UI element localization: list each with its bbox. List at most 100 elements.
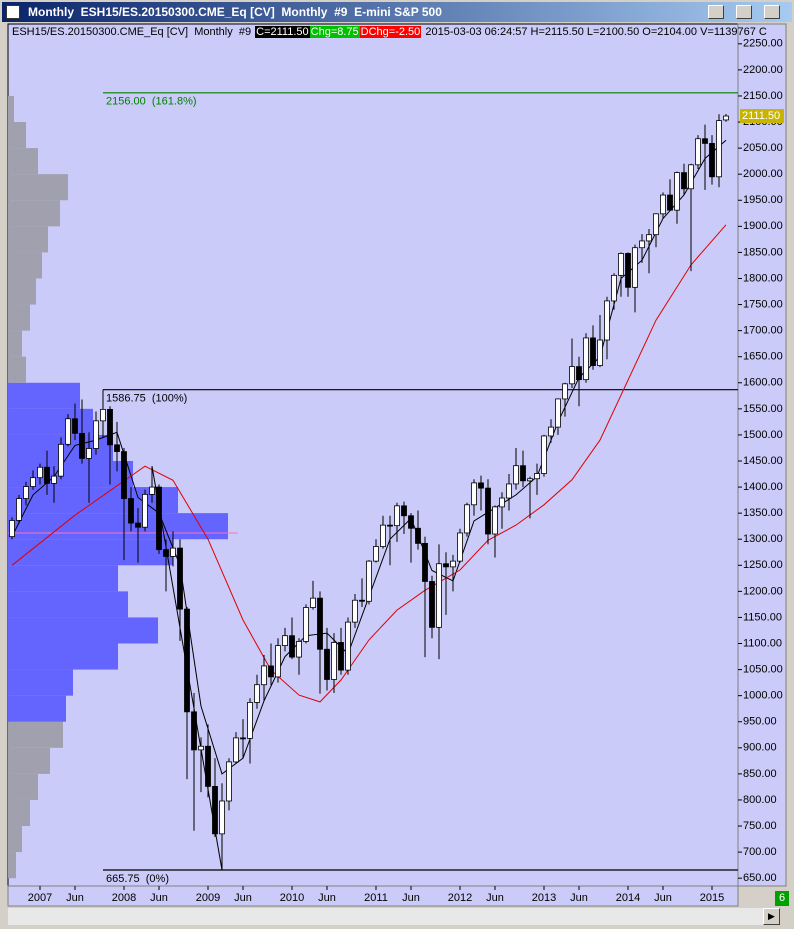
- daily-change-box: DChg=-2.50: [359, 26, 422, 38]
- candle-body: [338, 642, 344, 671]
- volume-profile-bar: [8, 617, 158, 644]
- candle-body: [716, 120, 722, 178]
- candle-body: [345, 621, 351, 671]
- candle-body: [506, 483, 512, 499]
- close-box: C=2111.50: [255, 26, 310, 38]
- candle-body: [674, 172, 680, 211]
- y-tick-label: 1250.00: [743, 559, 783, 571]
- x-tick-label: Jun: [654, 892, 672, 904]
- candle-body: [555, 398, 561, 428]
- candle-body: [429, 581, 435, 628]
- volume-profile-bar: [8, 852, 16, 879]
- y-tick-label: 1150.00: [743, 611, 782, 623]
- candle-body: [107, 408, 113, 446]
- candle-body: [128, 498, 134, 524]
- candle-body: [93, 420, 99, 449]
- candle-body: [184, 608, 190, 713]
- candle-body: [226, 761, 232, 802]
- y-tick-label: 1600.00: [743, 377, 783, 389]
- candle-body: [394, 505, 400, 527]
- candle-body: [177, 547, 183, 610]
- candle-body: [632, 247, 638, 288]
- volume-profile-bar: [8, 695, 66, 722]
- y-tick-label: 2000.00: [743, 168, 783, 180]
- plot-area: [7, 23, 739, 887]
- y-tick-label: 1900.00: [743, 220, 783, 232]
- volume-profile-bar: [8, 122, 26, 149]
- volume-profile-bar: [8, 721, 63, 748]
- candle-body: [457, 532, 463, 562]
- candle-body: [478, 482, 484, 489]
- scroll-arrow[interactable]: ▶: [763, 908, 780, 925]
- candle-body: [163, 549, 169, 557]
- x-tick-label: Jun: [486, 892, 504, 904]
- candle-body: [583, 337, 589, 381]
- maximize-button[interactable]: [736, 5, 752, 19]
- volume-profile-bar: [8, 565, 118, 592]
- close-button[interactable]: [764, 5, 780, 19]
- candle-body: [44, 466, 50, 484]
- candle-body: [576, 366, 582, 381]
- price-axis: [737, 23, 787, 887]
- volume-profile-bar: [8, 513, 228, 540]
- volume-profile-bar: [8, 330, 22, 357]
- candle-body: [23, 486, 29, 499]
- volume-profile-bar: [8, 799, 30, 827]
- volume-profile-bar: [8, 826, 22, 853]
- candle-body: [366, 560, 372, 602]
- x-tick-label: 2012: [448, 892, 472, 904]
- candle-body: [79, 432, 85, 459]
- volume-profile-bar: [8, 174, 68, 201]
- candle-body: [499, 497, 505, 508]
- volume-profile-bar: [8, 382, 80, 409]
- candle-body: [702, 138, 708, 144]
- candle-body: [212, 785, 218, 835]
- candle-body: [485, 487, 491, 535]
- candle-body: [289, 635, 295, 658]
- candle-body: [534, 473, 540, 480]
- scrollbar[interactable]: ▶: [8, 908, 780, 925]
- volume-profile-bar: [8, 148, 38, 175]
- candle-body: [667, 194, 673, 211]
- x-tick-label: 2011: [364, 892, 388, 904]
- volume-profile-bar: [8, 304, 30, 331]
- candle-body: [408, 515, 414, 529]
- volume-profile-bar: [8, 278, 36, 305]
- candle-body: [254, 684, 260, 703]
- candle-body: [310, 597, 316, 608]
- candle-body: [471, 482, 477, 506]
- y-tick-label: 2250.00: [743, 38, 783, 50]
- minimize-button[interactable]: [708, 5, 724, 19]
- x-tick-label: Jun: [402, 892, 420, 904]
- y-tick-label: 750.00: [743, 820, 777, 832]
- y-tick-label: 700.00: [743, 846, 777, 858]
- volume-profile-bar: [8, 643, 118, 670]
- y-tick-label: 2150.00: [743, 90, 783, 102]
- y-tick-label: 1050.00: [743, 663, 783, 675]
- y-tick-label: 1750.00: [743, 298, 783, 310]
- y-tick-label: 950.00: [743, 716, 777, 728]
- candle-body: [135, 522, 141, 528]
- candle-body: [324, 648, 330, 680]
- candle-body: [625, 253, 631, 288]
- y-tick-label: 1100.00: [743, 637, 782, 649]
- candle-body: [660, 194, 666, 215]
- last-price-label: 2111.50: [742, 110, 780, 122]
- x-tick-label: Jun: [234, 892, 252, 904]
- x-tick-label: 2014: [616, 892, 640, 904]
- candle-body: [37, 466, 43, 479]
- candle-body: [156, 486, 162, 551]
- candle-body: [597, 339, 603, 366]
- candle-body: [331, 642, 337, 680]
- candle-body: [681, 172, 687, 190]
- candle-body: [520, 465, 526, 482]
- candle-body: [121, 451, 127, 499]
- candle-body: [709, 143, 715, 178]
- candle-body: [219, 800, 225, 835]
- volume-profile-bar: [8, 408, 93, 435]
- volume-profile-bar: [8, 669, 73, 696]
- y-tick-label: 650.00: [743, 872, 777, 884]
- candle-body: [359, 599, 365, 602]
